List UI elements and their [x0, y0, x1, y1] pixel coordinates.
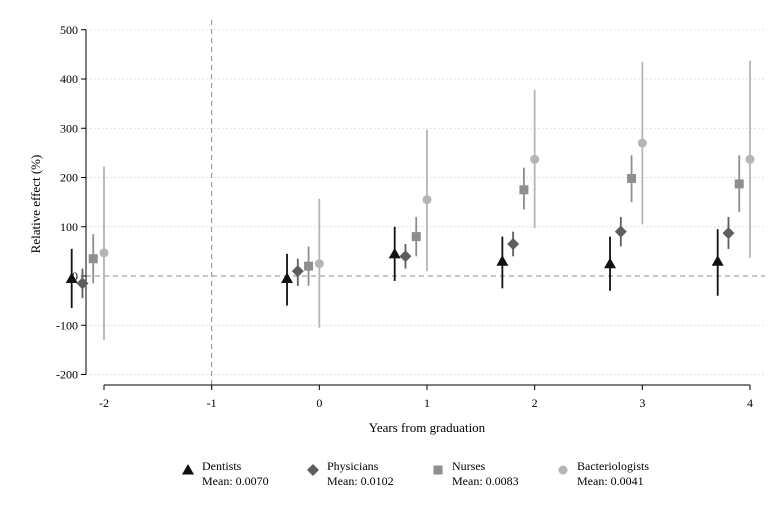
y-tick-label: 300 [60, 121, 78, 135]
legend-label: Physicians [327, 459, 379, 473]
point-marker [411, 232, 421, 242]
point-marker [291, 265, 304, 278]
series-nurses [88, 155, 744, 286]
x-tick-label: 4 [747, 396, 753, 410]
legend-mean: Mean: 0.0083 [452, 474, 519, 488]
point-marker [304, 261, 314, 271]
point-marker [745, 154, 755, 164]
point-marker [314, 259, 324, 269]
series-physicians [76, 216, 735, 299]
x-tick-label: -1 [207, 396, 217, 410]
point-marker [614, 225, 627, 238]
point-marker [604, 257, 617, 269]
reference-lines [86, 20, 765, 385]
point-marker [422, 195, 432, 205]
point-marker [99, 248, 109, 258]
legend-marker [307, 464, 319, 476]
point-marker [399, 250, 412, 263]
legend-marker [182, 464, 194, 475]
y-tick-label: 100 [60, 220, 78, 234]
y-tick-label: -200 [56, 368, 78, 382]
point-marker [88, 254, 98, 264]
series-bacteriologists [99, 60, 755, 341]
y-tick-label: 500 [60, 23, 78, 37]
point-marker [496, 255, 509, 266]
legend-mean: Mean: 0.0102 [327, 474, 394, 488]
series-marks [65, 60, 755, 341]
legend-marker [558, 465, 568, 475]
point-marker [722, 227, 735, 240]
y-tick-label: 400 [60, 72, 78, 86]
legend-label: Bacteriologists [577, 459, 649, 473]
point-marker [637, 138, 647, 148]
point-marker [76, 277, 89, 290]
point-marker [519, 185, 529, 195]
legend-label: Nurses [452, 459, 486, 473]
x-tick-label: 3 [639, 396, 645, 410]
point-marker [281, 272, 294, 283]
tick-labels: -200 -100 0 100 200 300 400 500 -2 -1 0 1 2 3 4 [56, 23, 753, 410]
y-tick-label: 200 [60, 171, 78, 185]
point-marker [65, 272, 78, 283]
x-tick-label: 1 [424, 396, 430, 410]
y-axis-label: Relative effect (%) [28, 155, 43, 254]
point-marker [711, 255, 724, 266]
legend-mean: Mean: 0.0070 [202, 474, 269, 488]
x-tick-label: 0 [316, 396, 322, 410]
y-tick-label: -100 [56, 318, 78, 332]
point-marker [507, 237, 520, 250]
axes [81, 29, 751, 390]
legend-label: Dentists [202, 459, 242, 473]
point-marker [627, 173, 637, 183]
legend-marker [433, 465, 443, 475]
x-tick-label: -2 [99, 396, 109, 410]
x-tick-label: 2 [532, 396, 538, 410]
series-dentists [65, 226, 724, 309]
point-marker [388, 247, 401, 259]
point-marker [734, 179, 744, 189]
grid-lines [86, 29, 765, 375]
legend-mean: Mean: 0.0041 [577, 474, 644, 488]
point-marker [530, 154, 540, 164]
y-tick-label: 0 [72, 269, 78, 283]
x-axis-label: Years from graduation [369, 420, 486, 435]
